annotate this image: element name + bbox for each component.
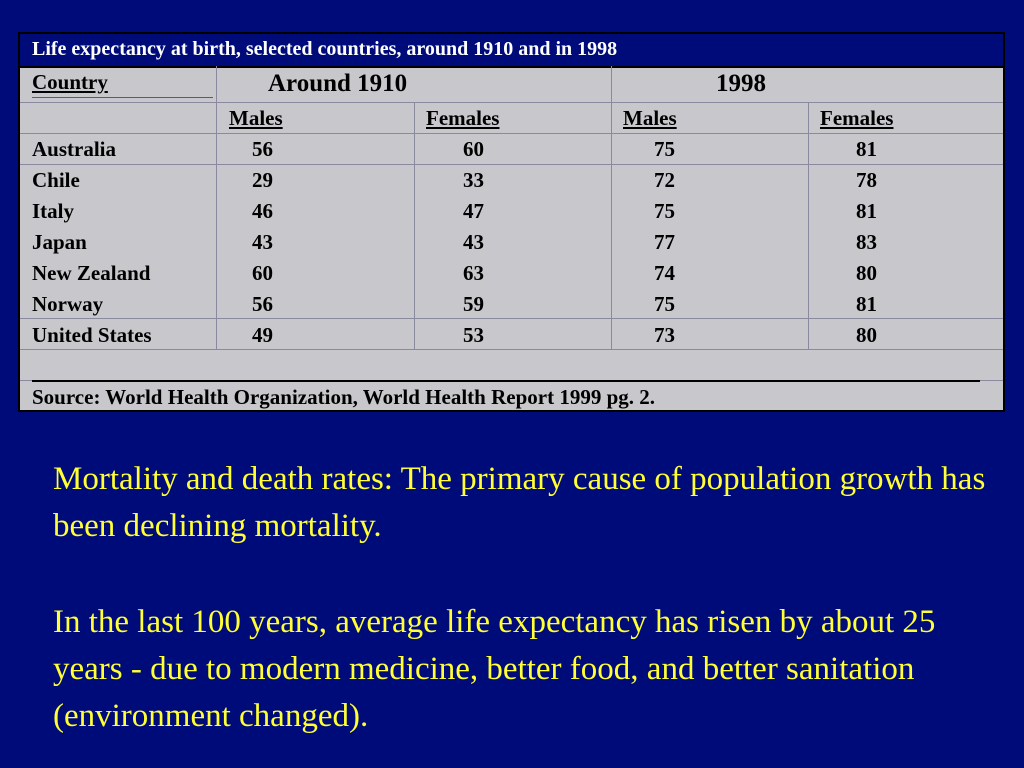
grid-line	[20, 164, 1003, 165]
value-cell: 43	[463, 230, 484, 254]
country-name: Norway	[32, 292, 104, 316]
grid-line	[611, 66, 612, 349]
table-title-bar: Life expectancy at birth, selected count…	[20, 34, 1003, 68]
country-header-rule	[32, 97, 213, 98]
value-cell: 75	[654, 137, 675, 161]
country-name: Japan	[32, 230, 87, 254]
value-cell: 49	[252, 323, 273, 347]
country-name: Chile	[32, 168, 80, 192]
body-paragraph-2: In the last 100 years, average life expe…	[53, 604, 936, 734]
table-title: Life expectancy at birth, selected count…	[32, 38, 618, 60]
value-cell: 56	[252, 292, 273, 316]
value-cell: 83	[856, 230, 877, 254]
value-cell: 63	[463, 261, 484, 285]
value-cell: 46	[252, 199, 273, 223]
value-cell: 43	[252, 230, 273, 254]
grid-line	[20, 318, 1003, 319]
country-name: New Zealand	[32, 261, 151, 285]
value-cell: 77	[654, 230, 675, 254]
value-cell: 47	[463, 199, 484, 223]
country-name: Italy	[32, 199, 74, 223]
value-cell: 78	[856, 168, 877, 192]
value-cell: 80	[856, 323, 877, 347]
value-cell: 60	[252, 261, 273, 285]
body-paragraph-1: Mortality and death rates: The primary c…	[53, 461, 986, 544]
country-name: United States	[32, 323, 152, 347]
grid-line	[20, 349, 1003, 350]
value-cell: 29	[252, 168, 273, 192]
value-cell: 81	[856, 292, 877, 316]
country-column-header: Country	[32, 70, 108, 94]
grid-line	[20, 102, 1003, 103]
grid-line	[20, 133, 1003, 134]
value-cell: 74	[654, 261, 675, 285]
period-header-1998: 1998	[716, 70, 766, 97]
females-header-1998: Females	[820, 106, 894, 130]
source-note: Source: World Health Organization, World…	[32, 385, 656, 409]
males-header-1910: Males	[229, 106, 283, 130]
value-cell: 56	[252, 137, 273, 161]
value-cell: 60	[463, 137, 484, 161]
grid-line	[414, 102, 415, 349]
value-cell: 33	[463, 168, 484, 192]
value-cell: 73	[654, 323, 675, 347]
source-divider	[32, 380, 980, 382]
period-header-1910: Around 1910	[268, 70, 408, 97]
value-cell: 80	[856, 261, 877, 285]
grid-line	[216, 66, 217, 349]
males-header-1998: Males	[623, 106, 677, 130]
value-cell: 53	[463, 323, 484, 347]
value-cell: 75	[654, 199, 675, 223]
value-cell: 81	[856, 137, 877, 161]
value-cell: 81	[856, 199, 877, 223]
value-cell: 75	[654, 292, 675, 316]
life-expectancy-table: Life expectancy at birth, selected count…	[18, 32, 1005, 412]
value-cell: 59	[463, 292, 484, 316]
country-name: Australia	[32, 137, 116, 161]
grid-line	[808, 102, 809, 349]
females-header-1910: Females	[426, 106, 500, 130]
value-cell: 72	[654, 168, 675, 192]
